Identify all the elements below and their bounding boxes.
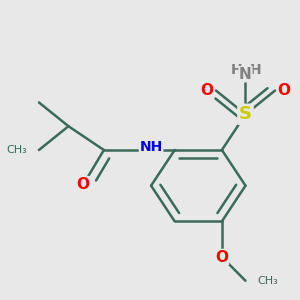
Text: CH₃: CH₃: [6, 145, 27, 155]
Text: H: H: [250, 63, 262, 77]
Text: S: S: [239, 105, 252, 123]
Text: O: O: [201, 83, 214, 98]
Text: O: O: [215, 250, 228, 265]
Text: O: O: [278, 83, 290, 98]
Text: NH: NH: [140, 140, 163, 154]
Text: CH₃: CH₃: [257, 276, 278, 286]
Text: O: O: [77, 177, 90, 192]
Text: H: H: [231, 63, 242, 77]
Text: N: N: [239, 67, 252, 82]
